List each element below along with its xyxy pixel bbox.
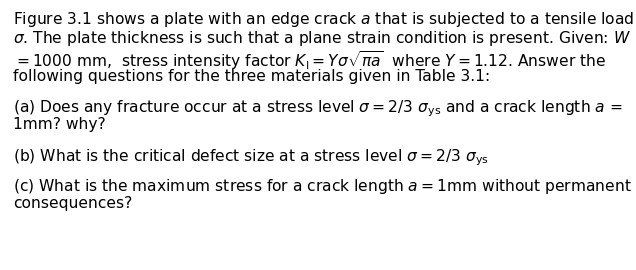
Text: consequences?: consequences? — [13, 196, 132, 211]
Text: Figure 3.1 shows a plate with an edge crack $\mathit{a}$ that is subjected to a : Figure 3.1 shows a plate with an edge cr… — [13, 10, 635, 29]
Text: 1mm? why?: 1mm? why? — [13, 117, 106, 133]
Text: (a) Does any fracture occur at a stress level $\sigma = 2/3\ \sigma_{\rm ys}$ an: (a) Does any fracture occur at a stress … — [13, 98, 623, 119]
Text: (b) What is the critical defect size at a stress level $\sigma = 2/3\ \sigma_{\r: (b) What is the critical defect size at … — [13, 147, 489, 168]
Text: following questions for the three materials given in Table 3.1:: following questions for the three materi… — [13, 69, 490, 83]
Text: (c) What is the maximum stress for a crack length $\mathit{a} = 1$mm without per: (c) What is the maximum stress for a cra… — [13, 177, 632, 195]
Text: $= 1000$ mm,  stress intensity factor $\mathit{K}_{\rm I} = Y\sigma\sqrt{\pi a}$: $= 1000$ mm, stress intensity factor $\m… — [13, 49, 606, 72]
Text: $\sigma$. The plate thickness is such that a plane strain condition is present. : $\sigma$. The plate thickness is such th… — [13, 29, 631, 49]
